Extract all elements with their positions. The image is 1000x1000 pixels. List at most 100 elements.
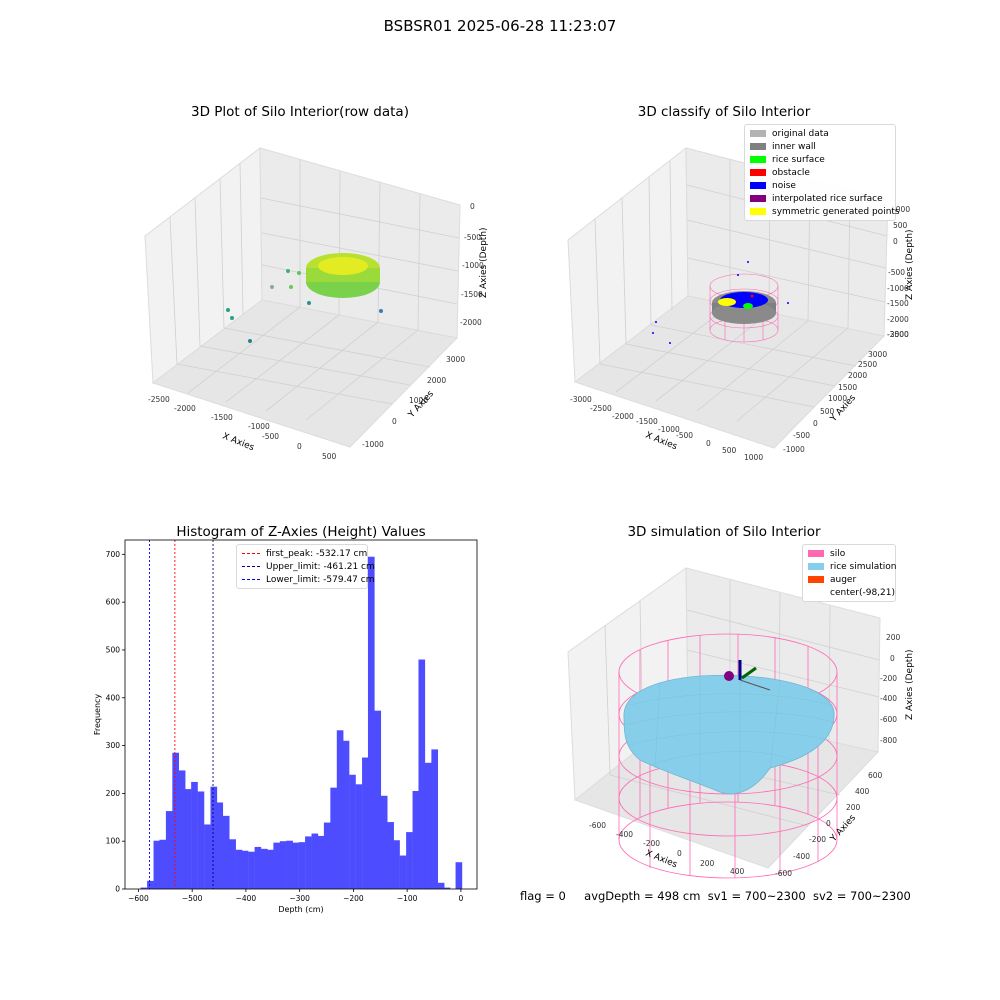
histogram-bar (266, 849, 274, 889)
legend-item: original data (750, 127, 890, 140)
legend-line (242, 553, 260, 554)
histogram-bar (311, 833, 319, 889)
classify-xtick: -1000 (658, 425, 680, 434)
histogram-bar (374, 710, 382, 889)
classify-xtick: 0 (706, 439, 711, 448)
x-tick-label: −100 (397, 894, 418, 903)
histogram-bar (298, 842, 306, 889)
raw-xtick: 500 (322, 452, 337, 460)
legend-item: inner wall (750, 140, 890, 153)
sim-center-marker (724, 671, 734, 681)
histogram-title: Histogram of Z-Axies (Height) Values (176, 524, 426, 540)
legend-swatch (808, 550, 824, 557)
x-tick-label: 0 (458, 894, 463, 903)
legend-label: silo (830, 548, 846, 559)
sim-ytick: -200 (809, 835, 826, 844)
classify-ztick: -1000 (887, 284, 909, 293)
legend-item: silo (808, 547, 890, 560)
classify-obstacle (750, 294, 754, 298)
histogram-bar (292, 842, 299, 889)
histogram-bar (362, 757, 369, 889)
raw-xtick: -2000 (174, 404, 196, 413)
histogram-bar (261, 848, 268, 889)
legend-line (242, 579, 260, 580)
classify-ztick: 0 (893, 237, 898, 246)
sim-zlabel: Z Axies (Depth) (905, 649, 915, 720)
raw-3d-plot[interactable]: -2500 -2000 -1500 -1000 -500 0 500 -1000… (130, 130, 510, 460)
classify-ytick: 500 (820, 407, 835, 416)
classify-xtick: -500 (676, 431, 693, 440)
x-tick-label: −500 (182, 894, 203, 903)
legend-label: interpolated rice surface (772, 193, 883, 204)
legend-item: rice simulation (808, 560, 896, 573)
raw-xtick: 0 (297, 442, 302, 451)
legend-label: symmetric generated points (772, 206, 900, 217)
sim-xtick: 200 (700, 859, 715, 868)
histogram-bar (443, 887, 451, 889)
histogram-bar (197, 791, 205, 889)
y-tick-label: 600 (106, 598, 121, 607)
raw-xtick: -2500 (148, 395, 170, 404)
classify-symmetric-points (718, 298, 736, 306)
sim-xtick: 400 (730, 867, 745, 876)
sim-ztick: 200 (886, 633, 901, 642)
raw-ztick: -2000 (460, 318, 482, 327)
histogram-bar (349, 774, 356, 889)
y-tick-label: 100 (106, 837, 121, 846)
classify-xtick: -2000 (612, 412, 634, 421)
legend-item: obstacle (750, 166, 890, 179)
sim-ytick: 200 (846, 803, 861, 812)
classify-zlabel: Z Axies (Depth) (905, 229, 915, 300)
sim-ztick: -200 (880, 674, 897, 683)
x-tick-label: −400 (236, 894, 257, 903)
histogram-bar (273, 842, 281, 889)
legend-label: original data (772, 128, 829, 139)
histogram-bar (216, 802, 224, 889)
histogram-bar (455, 862, 463, 889)
y-tick-label: 700 (106, 550, 121, 559)
histogram-bar (184, 789, 192, 889)
histogram-bar (147, 880, 154, 889)
histogram-bar (254, 846, 262, 889)
histogram-bar (204, 824, 211, 889)
sim-xlabel: X Axies (644, 849, 679, 871)
classify-ztick: 500 (893, 221, 908, 230)
histogram-bar (380, 795, 388, 889)
legend-label: center(-98,21) (830, 587, 895, 598)
histogram-bar (412, 790, 420, 889)
legend-item: Lower_limit: -579.47 cm (242, 573, 374, 586)
classify-ztick: -2000 (887, 315, 909, 324)
legend-item: center(-98,21) (808, 586, 895, 599)
simulation-plot-title: 3D simulation of Silo Interior (627, 524, 821, 540)
sim-ztick: 0 (890, 654, 895, 663)
raw-ytick: 0 (392, 417, 397, 426)
simulation-legend: silo rice simulation auger center(-98,21… (802, 544, 896, 602)
simulation-3d-plot[interactable]: -600 -400 -200 0 200 400 -600 -400 -200 … (560, 550, 920, 880)
raw-ring-inner (318, 257, 368, 275)
legend-label: Lower_limit: -579.47 cm (266, 574, 375, 585)
histogram-bar (229, 839, 236, 889)
classify-ytick: -1000 (783, 445, 805, 454)
legend-swatch (750, 143, 766, 150)
raw-ztick: -1000 (462, 261, 484, 270)
histogram-bar (178, 770, 186, 889)
sim-ytick: 400 (855, 787, 870, 796)
classify-ytick: 3000 (868, 350, 887, 359)
raw-ztick: -1500 (461, 290, 483, 299)
histogram-bar (393, 840, 400, 889)
classify-noise-points (652, 261, 789, 344)
sim-xtick: -200 (643, 839, 660, 848)
classify-xtick: 1000 (744, 453, 763, 460)
sim-xtick: -600 (589, 821, 606, 830)
figure-title: BSBSR01 2025-06-28 11:23:07 (383, 17, 617, 35)
x-tick-label: −300 (289, 894, 310, 903)
raw-plot-title: 3D Plot of Silo Interior(row data) (191, 104, 409, 120)
legend-line (242, 566, 260, 567)
histogram-legend: first_peak: -532.17 cm Upper_limit: -461… (236, 544, 375, 589)
histogram-bar (165, 811, 173, 889)
histogram-bar (355, 784, 363, 889)
legend-swatch (750, 208, 766, 215)
sim-auger-arm (741, 666, 757, 680)
raw-xlabel: X Axies (221, 432, 256, 454)
histogram-chart[interactable]: −600 −500 −400 −300 −200 −100 0 0 100 200 300 400 50… (80, 535, 490, 920)
